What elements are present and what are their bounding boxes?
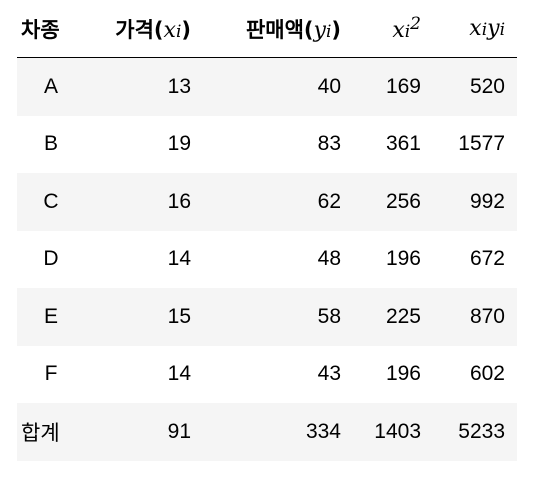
- prod-y-variable: y: [487, 16, 500, 41]
- sq-x-variable: x: [392, 18, 405, 43]
- sq-exponent: 2: [410, 14, 421, 34]
- x-squared-cell: 196: [385, 362, 421, 386]
- xy-cell: 602: [469, 362, 505, 386]
- header-car-type: 차종: [17, 0, 101, 58]
- table-row: E 15 58 225 870: [17, 288, 517, 346]
- row-label: E: [17, 288, 101, 346]
- y-subscript: i: [325, 21, 332, 42]
- prod-y-subscript: i: [499, 20, 505, 40]
- price-cell: 14: [167, 362, 191, 386]
- x-squared-cell: 225: [353, 288, 433, 346]
- total-price-cell: 91: [101, 403, 203, 461]
- price-cell: 14: [167, 247, 191, 271]
- price-cell: 13: [101, 57, 203, 116]
- price-cell: 19: [167, 132, 191, 156]
- xy-cell: 870: [433, 288, 517, 346]
- sales-cell: 48: [317, 247, 341, 271]
- total-row: 합계 91 334 1403 5233: [17, 403, 517, 461]
- total-label: 합계: [17, 403, 101, 461]
- sales-cell: 40: [203, 57, 353, 116]
- sales-cell: 62: [203, 173, 353, 231]
- x-squared-cell: 196: [385, 247, 421, 271]
- header-row: 차종 가격(xi) 판매액(yi) xi2 xiyi: [17, 0, 517, 58]
- header-xy-product: xiyi: [433, 0, 517, 58]
- sales-label: 판매액: [245, 17, 304, 42]
- table-row: C 16 62 256 992: [17, 173, 517, 231]
- y-variable: y: [313, 17, 326, 43]
- price-label: 가격: [115, 17, 154, 42]
- x-subscript: i: [175, 21, 182, 42]
- prod-x-subscript: i: [481, 20, 488, 40]
- table-row: A 13 40 169 520: [17, 57, 517, 116]
- x-variable: x: [163, 17, 176, 43]
- prod-x-variable: x: [469, 16, 482, 41]
- sales-cell: 58: [203, 288, 353, 346]
- row-label: A: [17, 57, 101, 116]
- x-squared-cell: 361: [385, 132, 421, 156]
- sales-cell: 83: [317, 132, 341, 156]
- row-label: B: [43, 132, 58, 156]
- price-cell: 16: [101, 173, 203, 231]
- data-table: 차종 가격(xi) 판매액(yi) xi2 xiyi A 13 40 169 5…: [17, 0, 517, 461]
- table-row: D 14 48 196 672: [17, 231, 517, 289]
- total-sales-cell: 334: [203, 403, 353, 461]
- data-table-container: 차종 가격(xi) 판매액(yi) xi2 xiyi A 13 40 169 5…: [17, 0, 517, 461]
- xy-cell: 992: [433, 173, 517, 231]
- sq-subscript: i: [404, 22, 411, 42]
- sales-cell: 43: [317, 362, 341, 386]
- xy-cell: 672: [469, 247, 505, 271]
- x-squared-cell: 169: [353, 57, 433, 116]
- row-label: F: [44, 362, 58, 386]
- table-row: B 19 83 361 1577: [17, 116, 517, 174]
- row-label: D: [43, 247, 59, 271]
- row-label: C: [17, 173, 101, 231]
- x-squared-cell: 256: [353, 173, 433, 231]
- xy-cell: 1577: [458, 132, 505, 156]
- table-row: F 14 43 196 602: [17, 346, 517, 404]
- total-x-squared-cell: 1403: [353, 403, 433, 461]
- header-sales: 판매액(yi): [203, 0, 353, 58]
- price-cell: 15: [101, 288, 203, 346]
- header-x-squared: xi2: [353, 0, 433, 58]
- total-xy-cell: 5233: [433, 403, 517, 461]
- header-price: 가격(xi): [101, 0, 203, 58]
- xy-cell: 520: [433, 57, 517, 116]
